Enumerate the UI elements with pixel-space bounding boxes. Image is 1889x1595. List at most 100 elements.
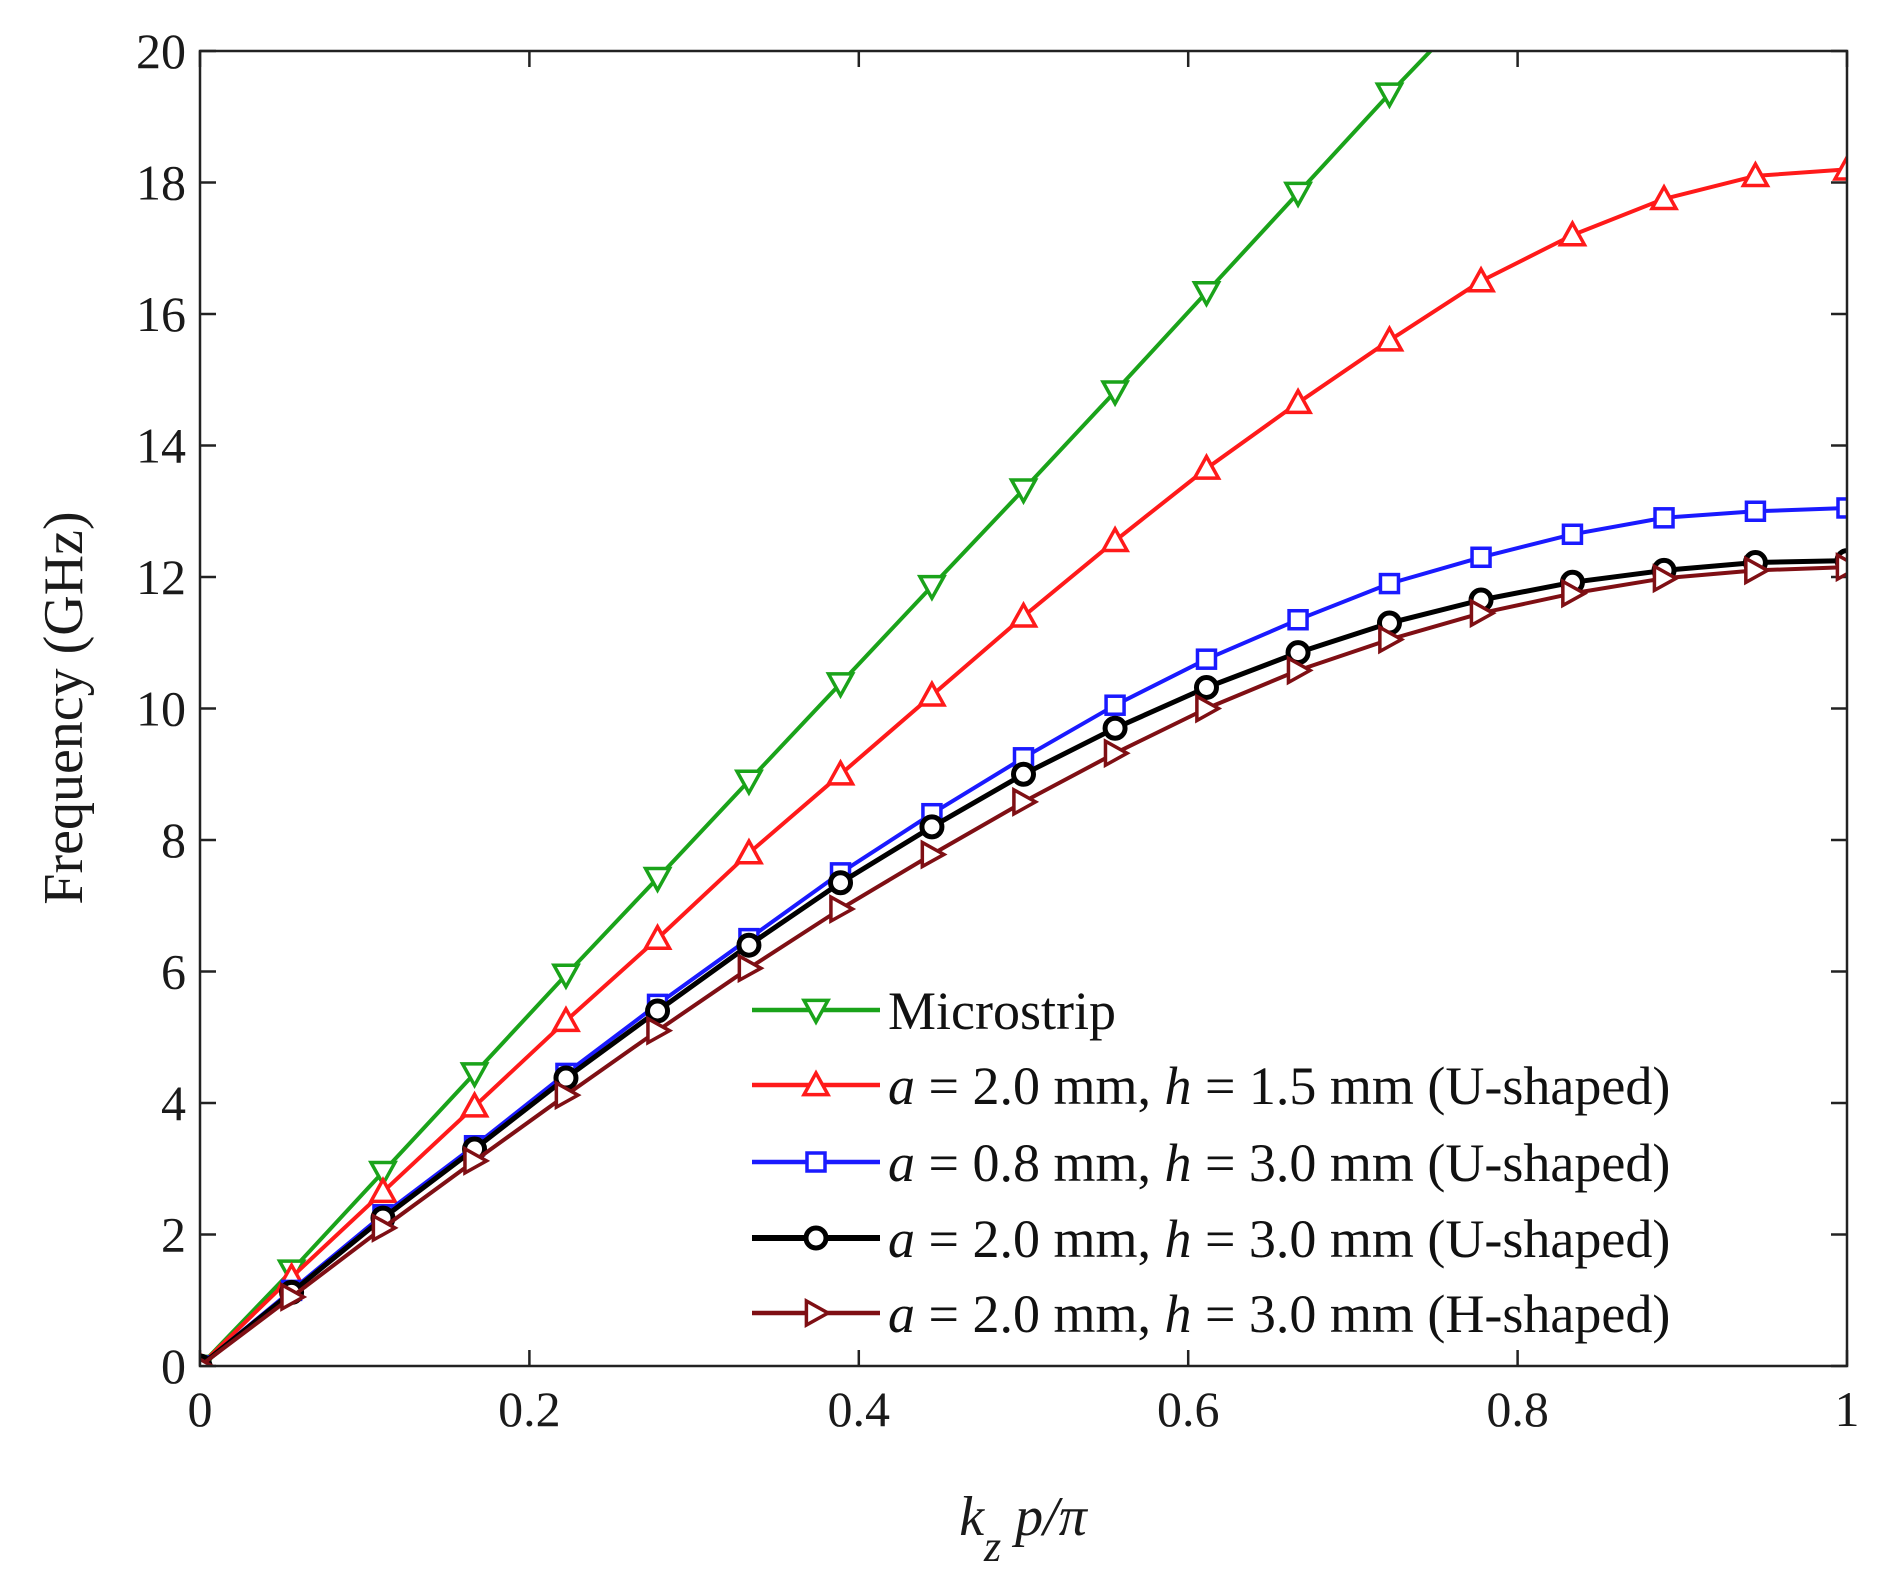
data-point [645, 998, 671, 1024]
data-point [801, 1069, 831, 1097]
data-point [1469, 598, 1497, 629]
data-point [371, 1212, 399, 1243]
data-point [1374, 82, 1405, 110]
data-point [916, 574, 947, 602]
data-point [916, 679, 947, 707]
y-tick-label: 4 [161, 1075, 186, 1131]
data-point [368, 1176, 398, 1204]
x-tick-label: 0.4 [828, 1381, 891, 1437]
data-point [733, 769, 764, 797]
data-point [1008, 600, 1039, 628]
data-point [642, 923, 673, 950]
x-tick-label: 0.8 [1486, 1381, 1549, 1437]
data-point [1744, 555, 1772, 586]
data-point [733, 837, 764, 865]
data-point [920, 839, 948, 870]
data-point [1286, 655, 1314, 686]
data-point [368, 1160, 398, 1188]
legend-item: a = 2.0 mm, h = 3.0 mm (U-shaped) [752, 1209, 1670, 1269]
series-4 [199, 552, 1848, 1367]
y-tick-label: 0 [161, 1338, 186, 1394]
data-point [805, 1151, 827, 1173]
legend-item: Microstrip [752, 981, 1116, 1041]
legend-var-a: a [888, 1284, 915, 1344]
y-tick-label: 14 [136, 418, 186, 474]
legend-var-a: a [888, 1133, 915, 1193]
x-tick-label: 0 [188, 1381, 213, 1437]
legend-label: a = 0.8 mm, h = 3.0 mm (U-shaped) [888, 1133, 1670, 1193]
y-tick-label: 12 [136, 549, 186, 605]
data-point [1561, 578, 1589, 609]
data-point [736, 932, 762, 958]
data-point [463, 1145, 491, 1176]
legend-value-a: = 2.0 mm, [915, 1209, 1164, 1269]
series-1 [199, 153, 1848, 1367]
data-point [1104, 694, 1126, 716]
data-point [1561, 523, 1584, 546]
x-axis-title: kz p/π [959, 1486, 1089, 1571]
y-tick-label: 20 [136, 23, 186, 79]
data-point [1378, 624, 1406, 655]
legend-item: a = 2.0 mm, h = 3.0 mm (H-shaped) [752, 1284, 1670, 1344]
x-axis-title-subscript: z [983, 1522, 1001, 1571]
data-point [1557, 219, 1588, 247]
data-point [1008, 478, 1039, 506]
legend-var-h: h [1164, 1284, 1191, 1344]
data-point [1103, 738, 1131, 769]
data-point [1195, 693, 1223, 724]
data-point [1649, 183, 1679, 211]
data-point [1283, 387, 1314, 415]
legend: Microstrip a = 2.0 mm, h = 1.5 mm (U-shap… [752, 981, 1670, 1344]
data-point [829, 894, 857, 925]
data-point [1100, 380, 1131, 408]
y-tick-label: 10 [136, 681, 186, 737]
legend-label: a = 2.0 mm, h = 1.5 mm (U-shaped) [888, 1056, 1670, 1116]
data-point [1193, 674, 1219, 700]
legend-label: a = 2.0 mm, h = 3.0 mm (H-shaped) [888, 1284, 1670, 1344]
legend-label: a = 2.0 mm, h = 3.0 mm (U-shaped) [888, 1209, 1670, 1269]
legend-label: Microstrip [888, 981, 1116, 1041]
legend-value-a: = 2.0 mm, [915, 1284, 1164, 1344]
legend-item: a = 2.0 mm, h = 1.5 mm (U-shaped) [752, 1056, 1670, 1116]
legend-value-a: = 2.0 mm, [915, 1056, 1164, 1116]
data-point [1653, 507, 1675, 529]
data-point [825, 672, 856, 700]
data-point [642, 866, 673, 894]
legend-var-a: a [888, 1056, 915, 1116]
y-tick-label: 6 [161, 944, 186, 1000]
data-point [550, 963, 581, 991]
data-point [1835, 552, 1848, 583]
data-point [1744, 500, 1767, 522]
data-point [919, 814, 945, 840]
data-point [1100, 525, 1131, 553]
data-point [825, 758, 856, 786]
y-axis-title: Frequency (GHz) [33, 511, 95, 904]
data-point [1012, 786, 1040, 817]
legend-var-h: h [1164, 1209, 1191, 1269]
data-point [646, 1015, 674, 1046]
data-point [550, 1005, 581, 1033]
data-point [1195, 648, 1218, 670]
data-point [1378, 572, 1401, 595]
data-point [280, 1281, 308, 1312]
data-point [459, 1090, 490, 1118]
series-3 [199, 548, 1848, 1367]
data-point [1374, 324, 1405, 352]
y-tick-label: 18 [136, 155, 186, 211]
legend-item: a = 0.8 mm, h = 3.0 mm (U-shaped) [752, 1133, 1670, 1193]
y-tick-label: 8 [161, 812, 186, 868]
data-point [1466, 265, 1497, 293]
x-axis-title-rest: p/π [1001, 1486, 1089, 1548]
data-point [1740, 160, 1771, 188]
legend-var-h: h [1164, 1133, 1191, 1193]
data-point [801, 998, 831, 1026]
x-axis-title-k: k [959, 1486, 985, 1548]
legend-value-a: = 0.8 mm, [915, 1133, 1164, 1193]
y-tick-label: 16 [136, 286, 186, 342]
legend-value-h: = 3.0 mm (U-shaped) [1191, 1133, 1670, 1193]
legend-value-h: = 3.0 mm (U-shaped) [1191, 1209, 1670, 1269]
x-tick-label: 0.6 [1157, 1381, 1220, 1437]
data-point [459, 1062, 490, 1090]
